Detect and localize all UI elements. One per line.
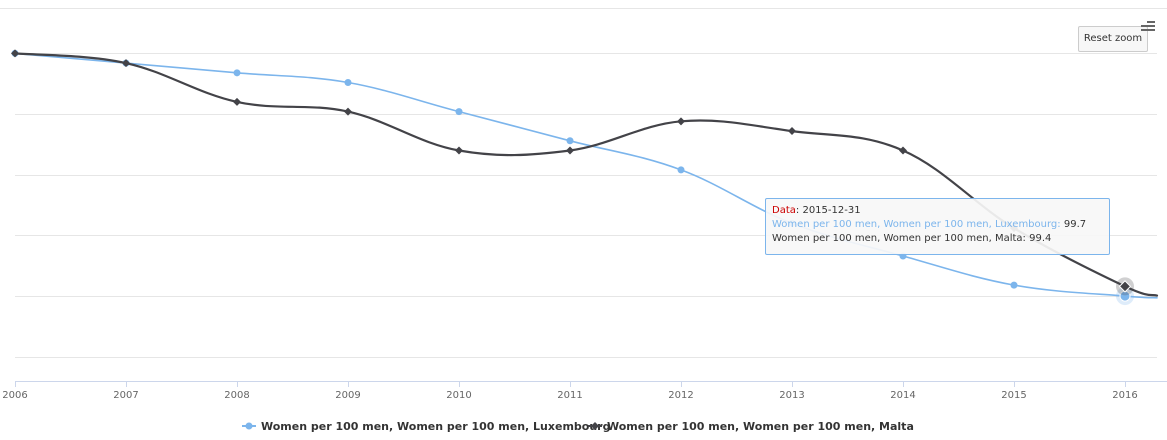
x-tick-label: 2006: [2, 390, 27, 401]
x-tick-label: 2013: [779, 390, 804, 401]
x-tick-label: 2008: [224, 390, 249, 401]
data-point[interactable]: [788, 127, 796, 136]
tooltip-row-luxembourg: Women per 100 men, Women per 100 men, Lu…: [772, 219, 1087, 230]
tooltip-series-name: Women per 100 men, Women per 100 men, Ma…: [772, 233, 1023, 244]
x-tick-label: 2007: [113, 390, 138, 401]
data-point[interactable]: [344, 107, 352, 116]
series-malta[interactable]: [11, 49, 1159, 297]
data-point[interactable]: [899, 146, 907, 155]
data-point[interactable]: [344, 79, 352, 87]
legend-label[interactable]: Women per 100 men, Women per 100 men, Lu…: [261, 420, 610, 433]
data-point[interactable]: [455, 146, 463, 155]
tooltip-date-label: Data: [772, 205, 796, 216]
data-point[interactable]: [677, 166, 685, 174]
tooltip-series-value: 99.7: [1063, 219, 1087, 230]
legend-marker: [245, 422, 253, 430]
x-tick-label: 2014: [890, 390, 915, 401]
tooltip-date-value: 2015-12-31: [802, 205, 861, 216]
hamburger-menu-icon[interactable]: [1141, 21, 1155, 33]
tooltip-series-value: 99.4: [1029, 233, 1052, 244]
series-line[interactable]: [13, 52, 1159, 297]
data-point[interactable]: [566, 137, 574, 145]
reset-zoom-button[interactable]: Reset zoom: [1078, 26, 1148, 52]
legend[interactable]: Women per 100 men, Women per 100 men, Lu…: [242, 420, 914, 433]
data-point[interactable]: [233, 97, 241, 106]
x-tick-label: 2015: [1001, 390, 1026, 401]
tooltip-row-malta: Women per 100 men, Women per 100 men, Ma…: [772, 233, 1052, 244]
data-point[interactable]: [122, 59, 130, 68]
series-luxembourg[interactable]: [11, 49, 1158, 306]
data-point[interactable]: [233, 69, 241, 77]
y-gridlines: [0, 8, 1167, 358]
legend-item-malta[interactable]: Women per 100 men, Women per 100 men, Ma…: [588, 420, 914, 433]
tooltip-series-name: Women per 100 men, Women per 100 men, Lu…: [772, 219, 1058, 230]
legend-item-luxembourg[interactable]: Women per 100 men, Women per 100 men, Lu…: [242, 420, 610, 433]
data-point[interactable]: [677, 117, 685, 126]
data-point[interactable]: [1010, 281, 1018, 289]
series-plot-area[interactable]: [11, 49, 1159, 306]
data-point[interactable]: [11, 49, 19, 58]
data-point[interactable]: [1118, 280, 1132, 293]
chart-tooltip: Data: 2015-12-31 Women per 100 men, Wome…: [765, 198, 1110, 255]
x-tick-label: 2009: [335, 390, 360, 401]
data-point[interactable]: [566, 146, 574, 155]
x-tick-label: 2016: [1112, 390, 1137, 401]
legend-marker: [591, 422, 599, 430]
data-point[interactable]: [455, 108, 463, 116]
legend-label[interactable]: Women per 100 men, Women per 100 men, Ma…: [607, 420, 914, 433]
x-tick-label: 2012: [668, 390, 693, 401]
tooltip-date-row: Data: 2015-12-31: [772, 205, 861, 216]
x-axis: 2006 2007 2008 2009 2010 2011 2012 2013 2014 2015…: [2, 381, 1167, 401]
x-tick-label: 2010: [446, 390, 471, 401]
x-tick-label: 2011: [557, 390, 582, 401]
